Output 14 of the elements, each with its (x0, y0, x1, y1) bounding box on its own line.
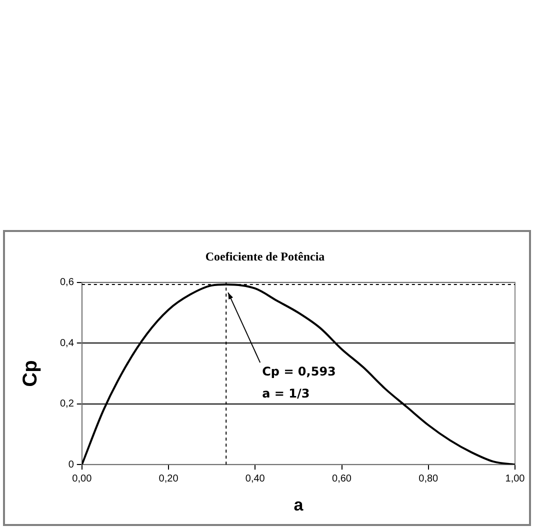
x-tick-label: 1,00 (505, 473, 526, 484)
y-tick-label: 0,4 (60, 338, 74, 349)
chart-title: Coeficiente de Potência (205, 249, 325, 264)
x-tick-label: 0,80 (418, 473, 439, 484)
y-tick-label: 0,6 (60, 277, 74, 288)
x-tick-label: 0,60 (332, 473, 352, 484)
x-tick-label: 0,40 (245, 473, 266, 484)
x-axis-title: a (294, 495, 304, 514)
y-tick-label: 0 (68, 459, 74, 470)
x-tick-label: 0,00 (72, 473, 92, 484)
y-tick-label: 0,2 (60, 398, 74, 410)
y-axis-title: Cp (20, 360, 42, 387)
annotation: Cp = 0,593 a = 1/3 (262, 364, 336, 401)
x-tick-label: 0,20 (158, 473, 179, 484)
